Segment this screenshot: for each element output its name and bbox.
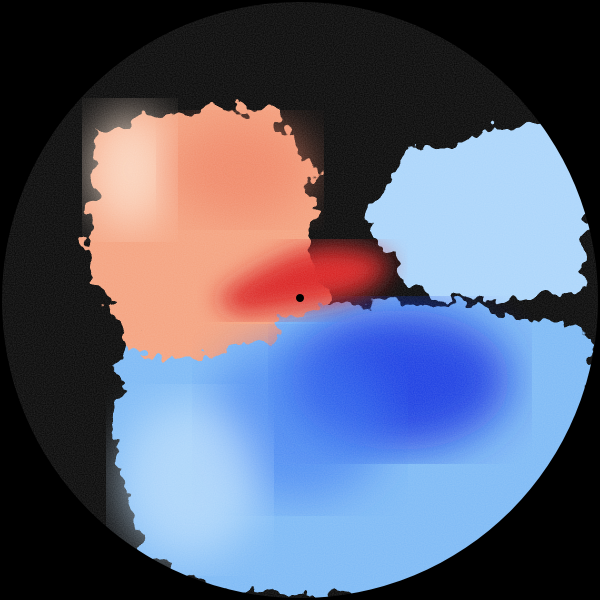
radar-site [296,294,304,302]
